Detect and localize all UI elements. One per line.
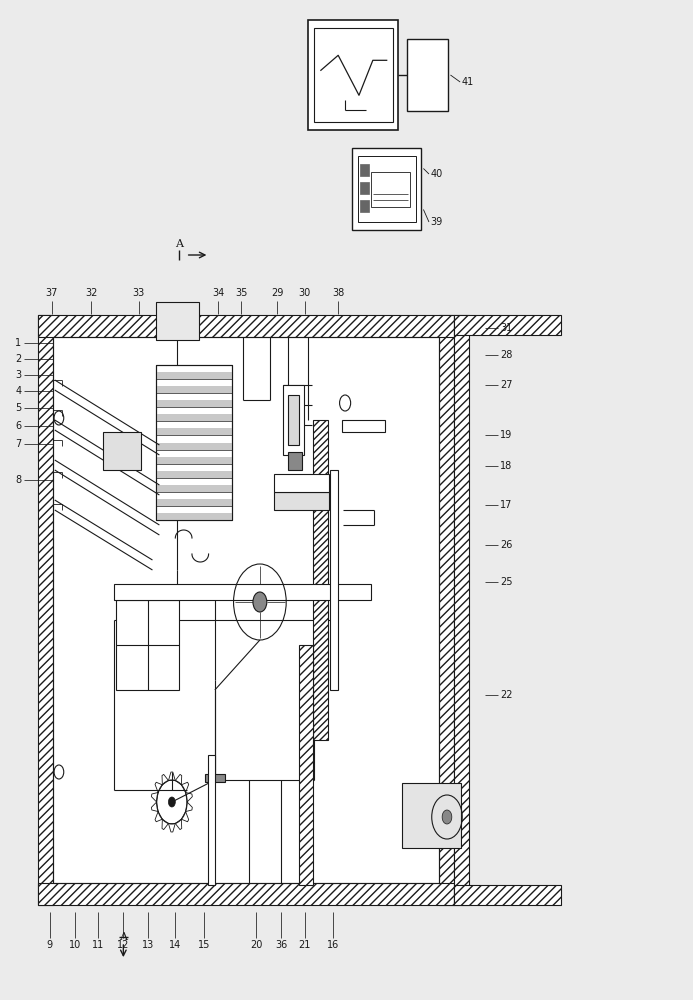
Bar <box>288 395 299 445</box>
Bar <box>308 20 398 130</box>
Circle shape <box>253 592 267 612</box>
Bar <box>156 372 232 379</box>
Text: 18: 18 <box>500 461 513 471</box>
Text: 17: 17 <box>500 500 513 510</box>
Bar <box>360 200 369 212</box>
Text: 26: 26 <box>500 540 513 550</box>
Text: 25: 25 <box>500 577 513 587</box>
Text: 5: 5 <box>15 403 21 413</box>
Bar <box>274 474 329 492</box>
Text: 41: 41 <box>462 77 474 87</box>
Bar <box>156 414 232 421</box>
Bar <box>208 755 215 885</box>
Bar <box>38 315 454 337</box>
Text: 34: 34 <box>212 288 225 298</box>
Bar <box>103 432 141 470</box>
Bar <box>454 885 561 905</box>
Bar <box>156 386 232 393</box>
Bar <box>116 600 179 690</box>
Bar <box>156 400 232 407</box>
Text: 33: 33 <box>132 288 145 298</box>
Bar <box>314 28 393 122</box>
Text: 35: 35 <box>235 288 247 298</box>
Text: 22: 22 <box>500 690 513 700</box>
Bar <box>156 485 232 492</box>
Bar <box>283 385 304 455</box>
Bar <box>330 470 338 690</box>
Text: 8: 8 <box>15 475 21 485</box>
Bar <box>371 172 410 207</box>
Text: 32: 32 <box>85 288 98 298</box>
Text: 37: 37 <box>46 288 58 298</box>
Bar <box>352 148 421 230</box>
Text: 13: 13 <box>142 940 155 950</box>
Text: 36: 36 <box>275 940 288 950</box>
Text: 11: 11 <box>92 940 105 950</box>
Circle shape <box>168 797 175 807</box>
Text: 1: 1 <box>15 338 21 348</box>
Bar <box>53 337 439 883</box>
Text: 30: 30 <box>299 288 311 298</box>
Bar <box>407 39 448 111</box>
Bar <box>156 302 199 340</box>
Bar <box>114 584 371 600</box>
Bar <box>360 164 369 176</box>
Text: 6: 6 <box>15 421 21 431</box>
Bar <box>156 471 232 478</box>
Text: 28: 28 <box>500 350 513 360</box>
Text: 14: 14 <box>168 940 181 950</box>
Bar <box>156 457 232 464</box>
Text: A: A <box>119 932 128 942</box>
Text: 29: 29 <box>271 288 283 298</box>
Bar <box>454 315 561 335</box>
Text: 21: 21 <box>299 940 311 950</box>
Bar <box>402 783 461 848</box>
Text: 19: 19 <box>500 430 513 440</box>
Bar <box>156 513 232 520</box>
Text: 39: 39 <box>430 217 443 227</box>
Text: 10: 10 <box>69 940 81 950</box>
Bar <box>38 883 454 905</box>
Bar <box>156 499 232 506</box>
Bar <box>156 365 232 520</box>
Text: 31: 31 <box>500 323 513 333</box>
Text: 9: 9 <box>47 940 53 950</box>
Text: 15: 15 <box>198 940 211 950</box>
Bar <box>439 315 454 905</box>
Text: 7: 7 <box>15 439 21 449</box>
Text: 27: 27 <box>500 380 513 390</box>
Text: 4: 4 <box>15 386 21 396</box>
Text: 2: 2 <box>15 354 21 364</box>
Text: 20: 20 <box>250 940 263 950</box>
Bar <box>156 442 232 450</box>
Text: 12: 12 <box>117 940 130 950</box>
Text: 16: 16 <box>326 940 339 950</box>
Circle shape <box>442 810 452 824</box>
Bar <box>360 182 369 194</box>
Bar <box>342 420 385 432</box>
Text: 40: 40 <box>430 169 443 179</box>
Bar <box>156 365 232 520</box>
Bar <box>288 452 302 470</box>
Bar <box>156 428 232 435</box>
Bar <box>358 156 416 222</box>
Bar <box>205 774 225 782</box>
Text: 3: 3 <box>15 370 21 380</box>
Bar <box>313 420 328 740</box>
Text: A: A <box>175 239 183 249</box>
Bar <box>38 315 53 905</box>
Bar <box>299 645 313 885</box>
Text: 38: 38 <box>332 288 344 298</box>
Bar <box>454 315 469 905</box>
Bar <box>274 492 329 510</box>
